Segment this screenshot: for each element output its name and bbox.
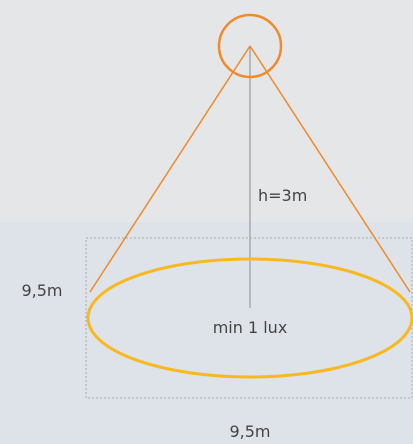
side-label: 9,5m	[21, 281, 62, 300]
height-label: h=3m	[258, 186, 307, 205]
lower-background	[0, 222, 413, 444]
bottom-label: 9,5m	[229, 422, 270, 441]
upper-background	[0, 0, 413, 222]
center-label: min 1 lux	[213, 318, 288, 337]
cone-left	[89, 45, 251, 293]
lamp	[217, 13, 283, 79]
cone-right	[249, 45, 411, 293]
light-area	[86, 257, 413, 379]
